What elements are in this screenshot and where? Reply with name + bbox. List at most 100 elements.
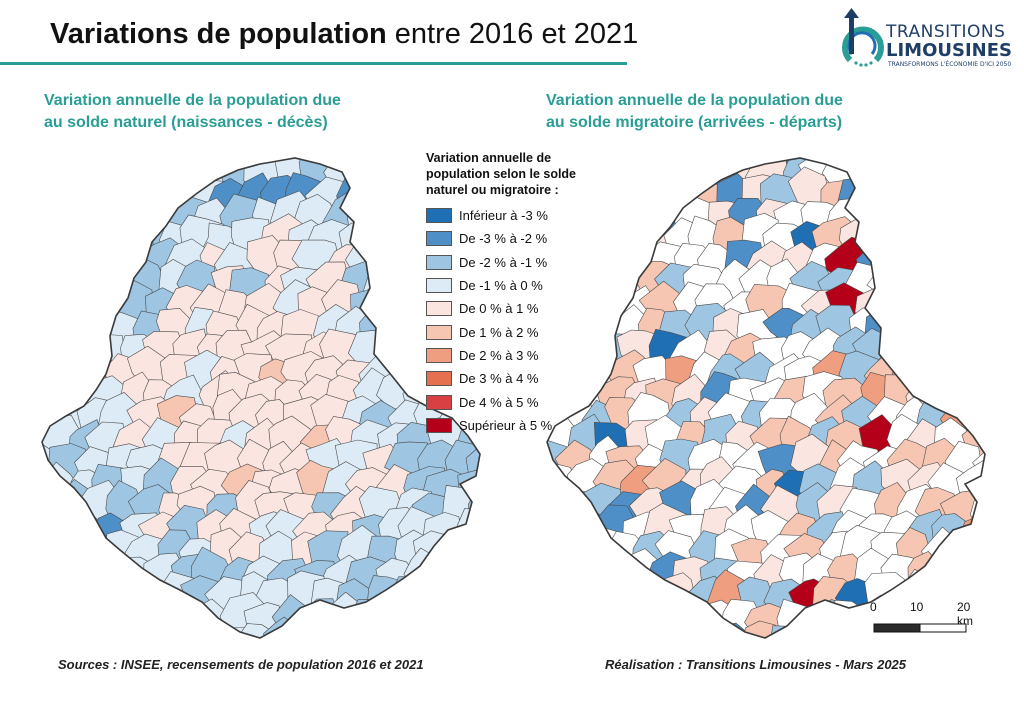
commune-area [374,594,416,638]
commune-area [794,620,831,638]
commune-area [65,240,111,289]
commune-area [883,233,931,284]
commune-area [440,573,478,617]
commune-area [869,223,904,269]
commune-area [547,527,564,573]
commune-area [42,504,85,553]
commune-area [547,511,589,553]
commune-area [118,158,162,194]
commune-area [425,597,474,638]
commune-area [463,621,480,638]
commune-area [669,596,713,638]
commune-area [867,174,908,221]
legend-title: Variation annuelle de population selon l… [426,150,596,198]
right-map-title-line1: Variation annuelle de la population due [546,92,843,109]
left-map-title-line2: au solde naturel (naissances - décès) [44,114,328,131]
right-map-title-line2: au solde migratoire (arrivées - départs) [546,114,843,131]
commune-area [932,328,978,372]
commune-area [972,266,985,311]
commune-area [382,261,432,305]
commune-area [547,593,585,635]
commune-area [950,350,985,395]
commune-area [42,346,64,397]
commune-area [48,532,96,574]
logo-line2: LIMOUSINES [886,40,1012,61]
commune-area [372,287,419,328]
commune-area [68,332,109,371]
commune-area [42,570,64,617]
legend-swatch [426,278,452,294]
commune-area [983,509,985,558]
commune-area [809,599,846,638]
commune-area [94,193,140,242]
commune-area [525,491,542,536]
commune-area [854,193,896,238]
commune-area [50,622,93,638]
commune-area [900,197,951,243]
commune-area [913,242,956,285]
commune-area [448,533,480,574]
commune-area [42,268,43,312]
legend-item: De 1 % à 2 % [426,320,596,343]
commune-area [621,196,666,243]
commune-area [903,328,948,375]
commune-area [971,220,985,268]
commune-area [20,398,39,443]
commune-area [455,508,480,550]
commune-area [592,238,632,287]
logo-line1: TRANSITIONS [886,22,1006,42]
commune-area [893,180,932,217]
commune-area [987,197,1005,243]
commune-area [987,324,1006,372]
commune-area [984,242,985,282]
commune-area [592,158,633,187]
legend-label: De -1 % à 0 % [459,278,543,294]
commune-area [555,540,599,576]
legend-swatch [426,394,452,410]
commune-area [76,223,120,261]
commune-area [131,615,175,638]
legend-label: De -3 % à -2 % [459,231,548,247]
commune-area [42,238,53,280]
commune-area [356,622,400,638]
map-migratory-balance [525,157,1006,639]
commune-area [961,158,985,190]
legend-label: De 2 % à 3 % [459,347,539,363]
commune-area [652,158,693,194]
commune-area [42,192,56,237]
commune-area [898,218,933,262]
commune-area [357,158,405,172]
commune-area [970,175,985,219]
commune-area [49,269,99,306]
legend-item: De -3 % à -2 % [426,227,596,250]
commune-area [547,598,559,638]
commune-area [452,600,480,638]
legend-title-line3: naturel ou migratoire : [426,183,559,197]
legend-title-line2: population selon le solde [426,167,577,181]
legend-item: De 0 % à 1 % [426,297,596,320]
right-map-title: Variation annuelle de la population due … [546,90,843,134]
commune-area [72,158,120,173]
commune-area [886,303,935,344]
commune-area [97,568,147,618]
legend-items: Inférieur à -3 % De -3 % à -2 % De -2 % à … [426,204,596,437]
commune-area [547,554,563,591]
commune-area [670,158,715,195]
commune-area [420,618,463,638]
commune-area [818,158,855,166]
commune-area [42,175,67,220]
commune-area [915,308,962,353]
commune-area [42,333,84,374]
commune-area [304,618,351,638]
scale-label-10: 10 [910,600,924,614]
commune-area [988,415,1005,462]
commune-area [943,177,985,218]
commune-area [550,621,598,638]
commune-area [929,280,977,326]
commune-area [42,284,80,333]
commune-area [336,625,381,638]
commune-area [42,553,54,600]
commune-area [607,616,650,638]
commune-area [42,436,46,482]
commune-area [655,158,702,172]
